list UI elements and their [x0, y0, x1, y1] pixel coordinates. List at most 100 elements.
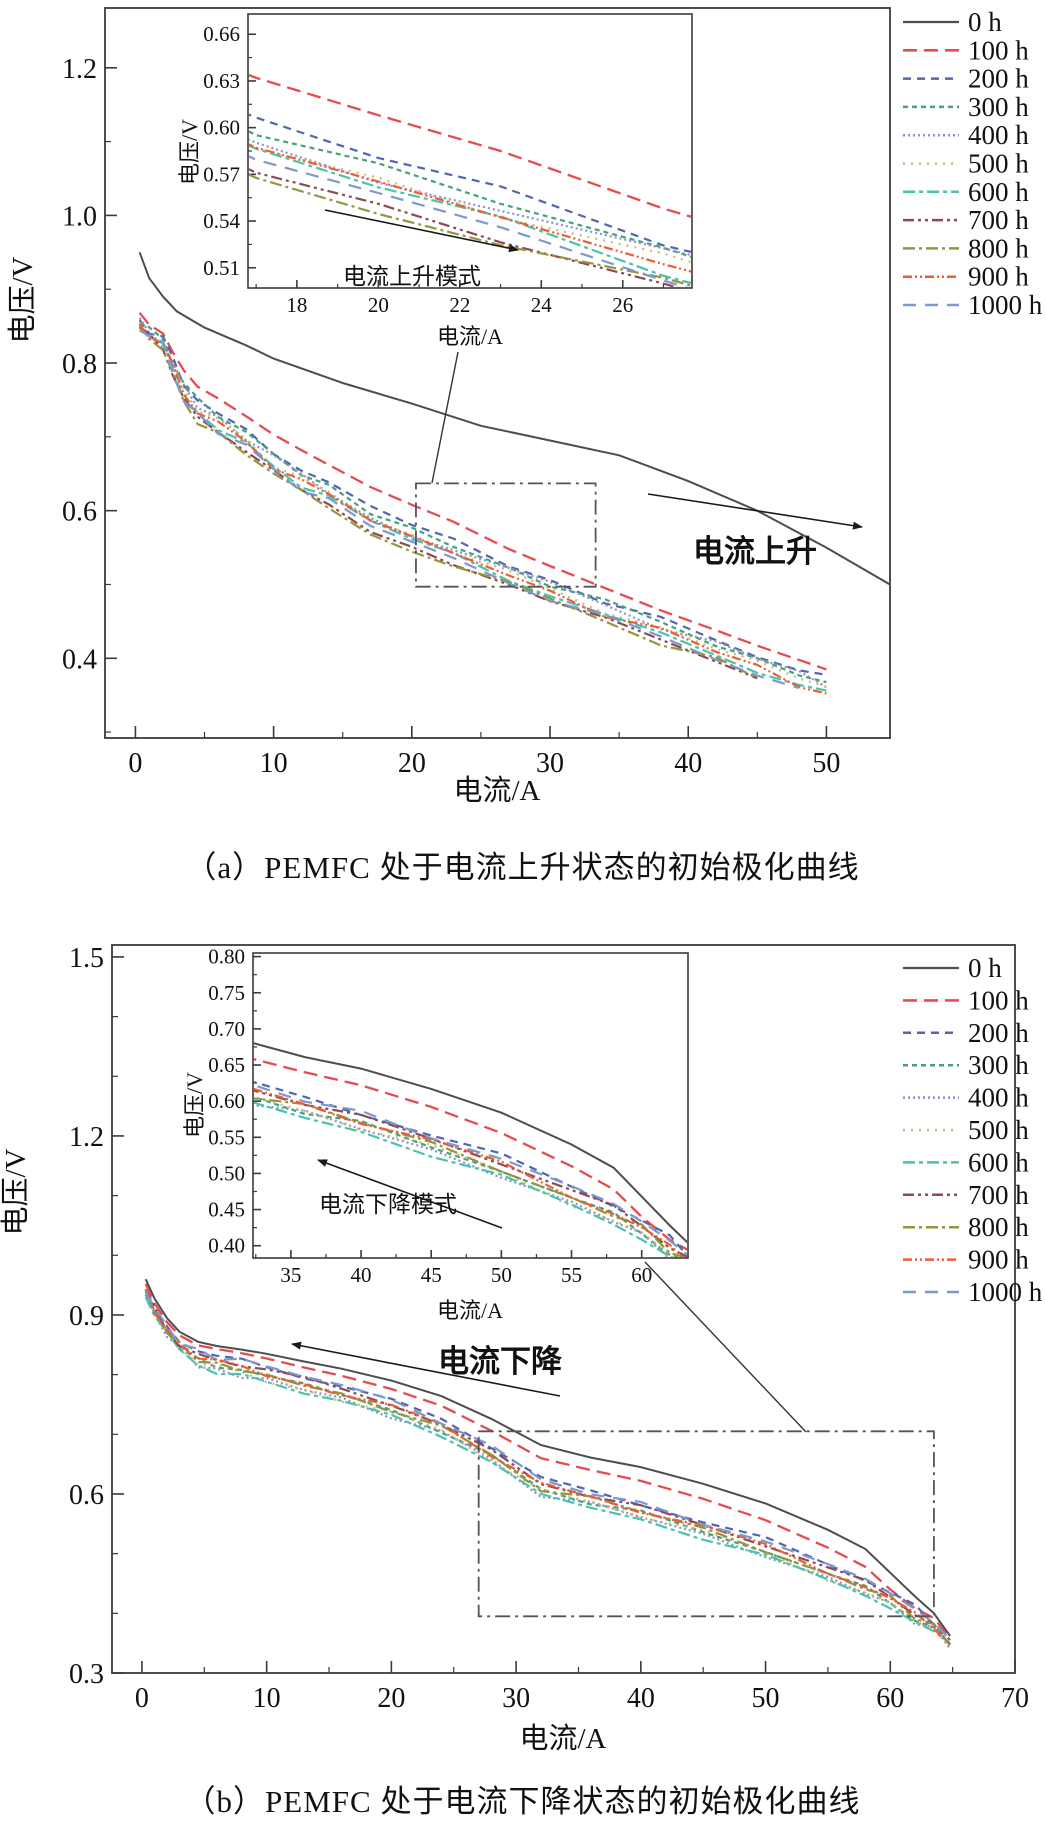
y-tick-label: 0.60 [203, 116, 240, 140]
y-tick-label: 0.63 [203, 69, 240, 93]
inset-y-axis-label: 电压/V [182, 1072, 207, 1138]
x-tick-label: 22 [449, 293, 470, 317]
y-tick-label: 0.80 [208, 945, 245, 969]
x-tick-label: 40 [351, 1263, 372, 1287]
series-700h [138, 325, 758, 680]
annotation-text: 电流上升模式 [343, 264, 481, 289]
x-tick-label: 26 [612, 293, 633, 317]
legend-label: 600 h [968, 177, 1029, 207]
annotation-arrow [324, 209, 519, 253]
y-tick-label: 0.9 [69, 1301, 104, 1332]
y-tick-label: 1.5 [69, 943, 104, 974]
y-tick-label: 0.70 [208, 1017, 245, 1041]
zoom-region-rect [477, 1430, 935, 1618]
series-200h [254, 1080, 687, 1257]
legend-label: 500 h [968, 149, 1029, 179]
annotation-arrow [291, 1341, 561, 1397]
y-tick-label: 1.2 [69, 1122, 104, 1153]
annotation-text: 电流下降 [438, 1344, 563, 1379]
legend-label: 100 h [968, 35, 1029, 65]
inset-connector-line [644, 1261, 807, 1433]
y-tick-label: 0.6 [62, 497, 97, 528]
legend-label: 0 h [968, 953, 1002, 983]
y-tick-label: 0.4 [62, 644, 97, 675]
x-tick-label: 50 [812, 748, 840, 779]
legend-label: 0 h [968, 7, 1002, 37]
x-tick-label: 35 [280, 1263, 301, 1287]
legend-label: 400 h [968, 1083, 1029, 1113]
legend-label: 300 h [968, 92, 1029, 122]
x-tick-label: 40 [674, 748, 702, 779]
series-1000h [144, 1291, 951, 1641]
series-800h [254, 1097, 687, 1257]
y-tick-label: 0.6 [69, 1480, 104, 1511]
annotation-arrow [647, 493, 863, 530]
legend-label: 500 h [968, 1115, 1029, 1145]
series-700h [144, 1289, 951, 1646]
y-axis-label: 电压/V [6, 256, 39, 343]
x-tick-label: 40 [627, 1683, 655, 1714]
y-tick-label: 0.60 [208, 1089, 245, 1113]
x-tick-label: 30 [502, 1683, 530, 1714]
y-tick-label: 0.66 [203, 22, 240, 46]
series-100h [144, 1283, 951, 1640]
series-900h [144, 1290, 951, 1645]
series-0h [138, 251, 889, 586]
x-tick-label: 45 [421, 1263, 442, 1287]
legend-label: 900 h [968, 262, 1029, 292]
legend-label: 100 h [968, 985, 1029, 1015]
y-tick-label: 0.40 [208, 1234, 245, 1258]
legend-label: 600 h [968, 1147, 1029, 1177]
caption-chart-a: （a）PEMFC 处于电流上升状态的初始极化曲线 [185, 850, 860, 885]
legend-label: 700 h [968, 1180, 1029, 1210]
x-tick-label: 0 [128, 748, 142, 779]
inset-y-axis-label: 电压/V [177, 119, 202, 185]
x-tick-label: 30 [536, 748, 564, 779]
y-tick-label: 0.75 [208, 981, 245, 1005]
series-900h [138, 323, 827, 695]
series-0h [144, 1278, 951, 1637]
y-tick-label: 0.55 [208, 1125, 245, 1149]
annotation-text: 电流下降模式 [319, 1192, 457, 1217]
chart-a-inset: 18 20 22 24 26 0.51 0.54 0.57 0.60 0.63 0.66 电流/A 电压… [177, 13, 693, 349]
legend-label: 800 h [968, 1212, 1029, 1242]
y-tick-label: 1.2 [62, 54, 97, 85]
legend-label: 200 h [968, 1018, 1029, 1048]
y-tick-label: 1.0 [62, 201, 97, 232]
legend-label: 800 h [968, 233, 1029, 263]
legend-label: 300 h [968, 1050, 1029, 1080]
legend-label: 1000 h [968, 290, 1043, 320]
series-300h [139, 322, 827, 684]
series-100h [138, 312, 827, 671]
x-tick-label: 18 [286, 293, 307, 317]
inset-connector-line [431, 351, 459, 484]
series-1000h [139, 329, 800, 690]
y-tick-label: 0.3 [69, 1659, 104, 1690]
y-axis-label: 电压/V [0, 1148, 32, 1235]
legend-label: 900 h [968, 1245, 1029, 1275]
y-tick-label: 0.45 [208, 1198, 245, 1222]
series-400h [144, 1290, 951, 1650]
x-tick-label: 10 [253, 1683, 281, 1714]
x-tick-label: 50 [491, 1263, 512, 1287]
x-tick-label: 60 [631, 1263, 652, 1287]
chart-b: 0 10 20 30 40 50 60 70 0.3 0.6 0.9 1.2 1.5 电流/A 电压/V 电流… [0, 943, 1043, 1755]
series-200h [138, 319, 827, 676]
annotation-text: 电流上升 [693, 534, 817, 569]
series-100h [254, 1057, 687, 1251]
annotation-arrow [317, 1159, 503, 1229]
inset-x-axis-label: 电流/A [437, 324, 503, 349]
x-tick-label: 20 [398, 748, 426, 779]
legend-label: 700 h [968, 205, 1029, 235]
x-tick-label: 20 [377, 1683, 405, 1714]
y-tick-label: 0.57 [203, 162, 240, 186]
x-tick-label: 60 [876, 1683, 904, 1714]
legend-label: 400 h [968, 120, 1029, 150]
x-tick-label: 10 [260, 748, 288, 779]
series-900h [254, 1087, 685, 1257]
y-tick-label: 0.50 [208, 1161, 245, 1185]
legend-label: 1000 h [968, 1277, 1043, 1307]
